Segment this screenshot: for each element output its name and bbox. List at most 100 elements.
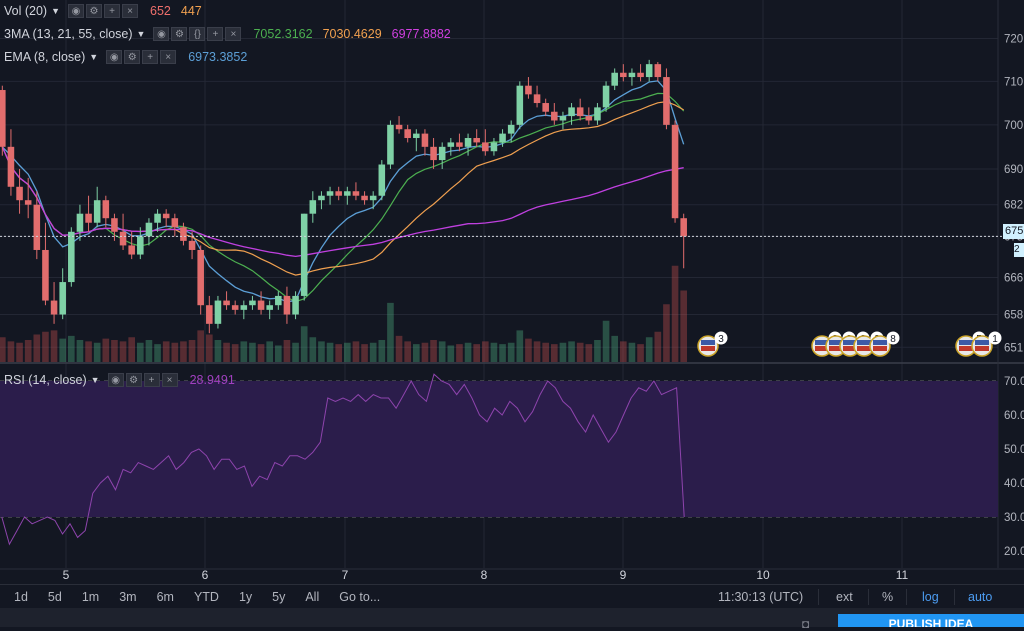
ext-toggle[interactable]: ext <box>836 590 853 604</box>
volume-bar <box>180 341 187 362</box>
range-1d[interactable]: 1d <box>14 590 28 604</box>
volume-bar <box>620 341 627 362</box>
plus-icon[interactable]: + <box>207 27 224 41</box>
flag-stripe <box>701 346 715 351</box>
flag-stripe <box>873 340 887 345</box>
price-axis[interactable]: 720 710 700 690 682 675 666 658 651 <box>1004 34 1023 355</box>
candle-body <box>559 116 567 121</box>
range-6m[interactable]: 6m <box>156 590 174 604</box>
volume-bar <box>464 342 472 362</box>
range-all[interactable]: All <box>305 590 320 604</box>
legend-volume[interactable]: Vol (20) ▼ ◉ ⚙ + × 652 447 <box>4 2 202 20</box>
publish-idea-button[interactable]: PUBLISH IDEA <box>838 614 1024 627</box>
chevron-down-icon[interactable]: ▼ <box>90 375 100 385</box>
candle-body <box>206 305 213 324</box>
candle-body <box>128 245 135 255</box>
candle-body <box>490 142 498 152</box>
volume-bar <box>50 330 58 362</box>
candle-body <box>361 195 368 201</box>
range-1m[interactable]: 1m <box>81 590 100 604</box>
volume-bar <box>318 341 325 362</box>
gear-icon[interactable]: ⚙ <box>124 50 141 64</box>
plus-icon[interactable]: + <box>142 50 159 64</box>
rsi-tick-label: 50.0 <box>1004 444 1024 456</box>
current-price-tag: 675 <box>1003 224 1024 239</box>
volume-bar <box>154 344 161 362</box>
flag-stripe <box>829 346 843 351</box>
rsi-axis[interactable]: 70.0 60.0 50.0 40.0 30.0 20.0 <box>1004 376 1024 558</box>
volume-bar <box>447 345 455 362</box>
close-icon[interactable]: × <box>160 50 177 64</box>
candle-body <box>266 305 273 310</box>
volume-bar <box>197 330 204 362</box>
chart-canvas[interactable]: 720710700690682675666658651 70.060.050.0… <box>0 0 1024 584</box>
volume-bar <box>421 342 429 362</box>
eye-icon[interactable]: ◉ <box>68 4 85 18</box>
candle-body <box>137 236 144 255</box>
range-3m[interactable]: 3m <box>119 590 137 604</box>
volume-bar <box>628 342 636 362</box>
candle-body <box>620 72 627 78</box>
gear-icon[interactable]: ⚙ <box>86 4 103 18</box>
volume-bar <box>585 344 593 362</box>
volume-bar <box>102 338 110 362</box>
close-icon[interactable]: × <box>161 373 178 387</box>
candle-body <box>76 213 84 232</box>
rsi-legend-label: RSI (14, close) <box>4 373 87 387</box>
close-icon[interactable]: × <box>122 4 139 18</box>
time-tick-label: 9 <box>620 568 627 582</box>
close-icon[interactable]: × <box>225 27 242 41</box>
candle-body <box>300 213 308 296</box>
time-tick-label: 8 <box>481 568 488 582</box>
gear-icon[interactable]: ⚙ <box>171 27 188 41</box>
percent-toggle[interactable]: % <box>882 590 894 604</box>
candle-body <box>352 191 360 196</box>
eye-icon[interactable]: ◉ <box>106 50 123 64</box>
divider <box>818 589 819 605</box>
candle-body <box>180 227 187 241</box>
candle-body <box>430 146 437 161</box>
badge-count: 8 <box>890 334 896 345</box>
legend-3ma[interactable]: 3MA (13, 21, 55, close) ▼ ◉ ⚙ {} + × 705… <box>4 25 451 43</box>
flag-stripe <box>701 340 715 345</box>
range-5d[interactable]: 5d <box>47 590 62 604</box>
event-badges[interactable]: 38222851 <box>697 331 1002 357</box>
divider <box>954 589 955 605</box>
candle-body <box>576 107 584 117</box>
volume-bar <box>663 304 670 362</box>
log-toggle[interactable]: log <box>922 590 939 604</box>
utc-clock[interactable]: 11:30:13 (UTC) <box>718 590 804 604</box>
volume-bar <box>576 342 584 362</box>
volume-bar <box>507 342 515 362</box>
legend-rsi[interactable]: RSI (14, close) ▼ ◉ ⚙ + × 28.9491 <box>4 371 235 389</box>
chevron-down-icon[interactable]: ▼ <box>136 29 146 39</box>
goto-button[interactable]: Go to... <box>339 590 381 604</box>
volume-bar <box>361 344 368 362</box>
braces-icon[interactable]: {} <box>189 27 206 41</box>
range-ytd[interactable]: YTD <box>193 590 219 604</box>
volume-bar <box>542 342 549 362</box>
volume-bar <box>369 342 377 362</box>
plus-icon[interactable]: + <box>143 373 160 387</box>
camera-icon[interactable]: ◘ <box>802 617 810 631</box>
time-axis[interactable]: 5 6 7 8 9 10 11 <box>0 568 1024 582</box>
range-5y[interactable]: 5y <box>272 590 286 604</box>
range-1y[interactable]: 1y <box>238 590 253 604</box>
chevron-down-icon[interactable]: ▼ <box>51 6 61 16</box>
auto-toggle[interactable]: auto <box>968 590 993 604</box>
plus-icon[interactable]: + <box>104 4 121 18</box>
candlesticks[interactable] <box>0 59 687 334</box>
candle-body <box>283 295 291 315</box>
gear-icon[interactable]: ⚙ <box>125 373 142 387</box>
eye-icon[interactable]: ◉ <box>107 373 124 387</box>
chevron-down-icon[interactable]: ▼ <box>89 52 99 62</box>
ema-legend-label: EMA (8, close) <box>4 50 86 64</box>
volume-bar <box>525 338 532 362</box>
volume-value: 652 <box>150 4 171 18</box>
flag-stripe <box>857 340 871 345</box>
legend-ema[interactable]: EMA (8, close) ▼ ◉ ⚙ + × 6973.3852 <box>4 48 247 66</box>
rsi-tick-label: 60.0 <box>1004 410 1024 422</box>
volume-bar <box>404 341 411 362</box>
eye-icon[interactable]: ◉ <box>153 27 170 41</box>
